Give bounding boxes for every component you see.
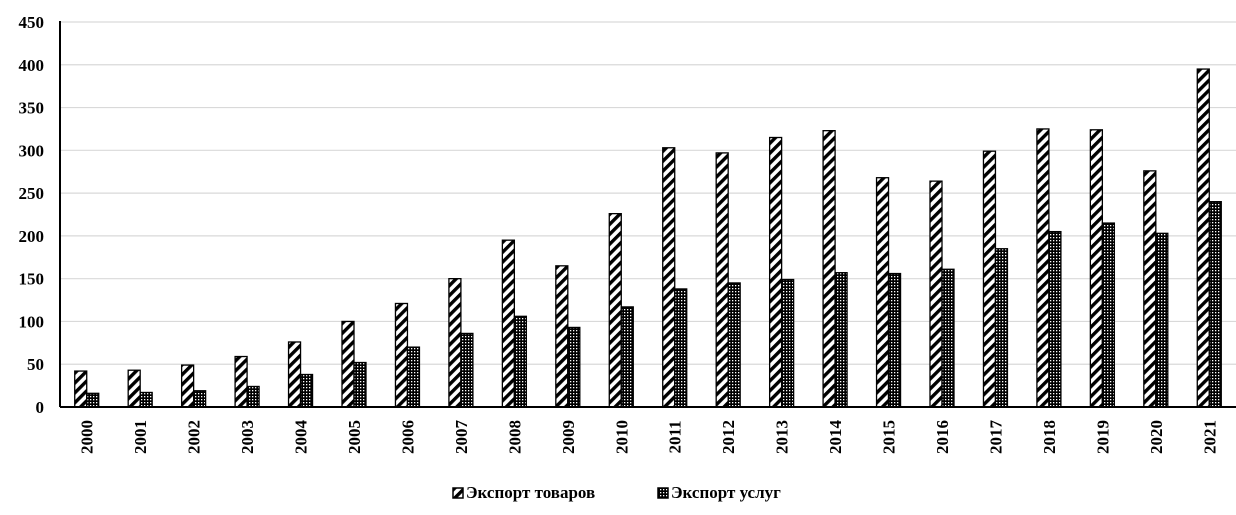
legend-swatch-goods xyxy=(452,487,464,499)
x-tick-label: 2021 xyxy=(1200,420,1219,454)
x-tick-label: 2018 xyxy=(1040,420,1059,454)
x-tick-label: 2008 xyxy=(505,420,524,454)
x-tick-label: 2019 xyxy=(1093,420,1112,454)
bar-services-2012 xyxy=(727,282,741,408)
bar-goods-2002 xyxy=(180,364,195,408)
x-tick-label: 2000 xyxy=(78,420,97,454)
bar-goods-2015 xyxy=(875,177,890,408)
bar-services-2005 xyxy=(353,361,367,408)
x-tick-label: 2001 xyxy=(131,420,150,454)
bar-goods-2014 xyxy=(822,130,836,408)
bar-services-2017 xyxy=(994,248,1009,408)
bar-goods-2004 xyxy=(287,341,302,408)
bar-services-2004 xyxy=(299,373,314,408)
x-tick-label: 2014 xyxy=(826,420,845,455)
bar-goods-2006 xyxy=(394,302,409,408)
bar-services-2013 xyxy=(780,278,795,408)
y-tick-label: 400 xyxy=(19,56,45,75)
bar-services-2007 xyxy=(460,332,474,408)
bar-goods-2016 xyxy=(929,180,943,408)
bar-goods-2020 xyxy=(1143,170,1157,408)
bar-goods-2011 xyxy=(662,147,676,408)
bar-services-2020 xyxy=(1155,232,1169,408)
bar-goods-2013 xyxy=(768,136,783,408)
gridlines xyxy=(60,21,1236,365)
bar-services-2002 xyxy=(192,390,207,408)
x-tick-label: 2006 xyxy=(398,420,417,454)
x-tick-label: 2012 xyxy=(719,420,738,454)
bar-services-2010 xyxy=(620,306,634,408)
bar-services-2021 xyxy=(1208,201,1222,408)
x-tick-label: 2013 xyxy=(773,420,792,454)
y-tick-label: 300 xyxy=(19,141,45,160)
x-tick-label: 2007 xyxy=(452,420,471,455)
legend-label-goods: Экспорт товаров xyxy=(466,483,595,502)
bar-services-2008 xyxy=(513,315,528,408)
bar-goods-2003 xyxy=(234,355,248,408)
x-tick-label: 2020 xyxy=(1147,420,1166,454)
axes xyxy=(59,21,1236,408)
y-tick-label: 150 xyxy=(19,270,45,289)
bar-goods-2012 xyxy=(715,152,729,408)
bars xyxy=(74,68,1222,408)
legend: Экспорт товаров Экспорт услуг xyxy=(452,483,781,502)
bar-goods-2018 xyxy=(1036,128,1050,408)
bar-services-2016 xyxy=(941,268,955,408)
bar-services-2000 xyxy=(86,392,100,408)
x-tick-label: 2002 xyxy=(185,420,204,454)
y-tick-label: 0 xyxy=(36,398,45,417)
bar-services-2014 xyxy=(834,272,848,408)
legend-swatch-services xyxy=(657,487,669,499)
y-tick-label: 100 xyxy=(19,312,45,331)
bar-services-2018 xyxy=(1048,230,1062,408)
bar-goods-2017 xyxy=(982,150,997,408)
y-tick-label: 200 xyxy=(19,227,45,246)
x-tick-label: 2017 xyxy=(986,420,1005,455)
x-tick-label: 2004 xyxy=(292,420,311,455)
bar-goods-2019 xyxy=(1089,129,1104,408)
bar-goods-2000 xyxy=(74,370,88,408)
bar-services-2003 xyxy=(246,385,260,408)
bar-goods-2010 xyxy=(608,212,622,408)
bar-services-2006 xyxy=(406,346,421,408)
y-tick-label: 250 xyxy=(19,184,45,203)
x-tick-label: 2015 xyxy=(880,420,899,454)
x-tick-label: 2005 xyxy=(345,420,364,454)
bar-goods-2001 xyxy=(127,369,141,408)
x-axis-tick-labels: 2000 2001 2002 2003 2004 2005 2006 2007 2008 2009… xyxy=(78,420,1220,455)
x-tick-label: 2010 xyxy=(612,420,631,454)
bar-goods-2021 xyxy=(1196,68,1210,408)
x-tick-label: 2003 xyxy=(238,420,257,454)
x-tick-label: 2016 xyxy=(933,420,952,454)
bar-goods-2005 xyxy=(341,320,355,408)
y-axis-tick-labels: 0 50 100 150 200 250 300 350 400 450 xyxy=(19,13,45,417)
y-tick-label: 50 xyxy=(27,355,44,374)
x-tick-label: 2009 xyxy=(559,420,578,454)
legend-label-services: Экспорт услуг xyxy=(671,483,781,502)
bar-services-2001 xyxy=(139,391,153,408)
bar-goods-2007 xyxy=(448,278,462,408)
bar-services-2019 xyxy=(1101,222,1116,408)
bar-services-2009 xyxy=(567,326,581,408)
x-tick-label: 2011 xyxy=(666,420,685,453)
bar-services-2011 xyxy=(674,288,688,408)
bar-goods-2008 xyxy=(501,239,516,408)
y-tick-label: 350 xyxy=(19,99,45,118)
bar-goods-2009 xyxy=(555,265,569,408)
y-tick-label: 450 xyxy=(19,13,45,32)
bar-services-2015 xyxy=(887,272,902,408)
